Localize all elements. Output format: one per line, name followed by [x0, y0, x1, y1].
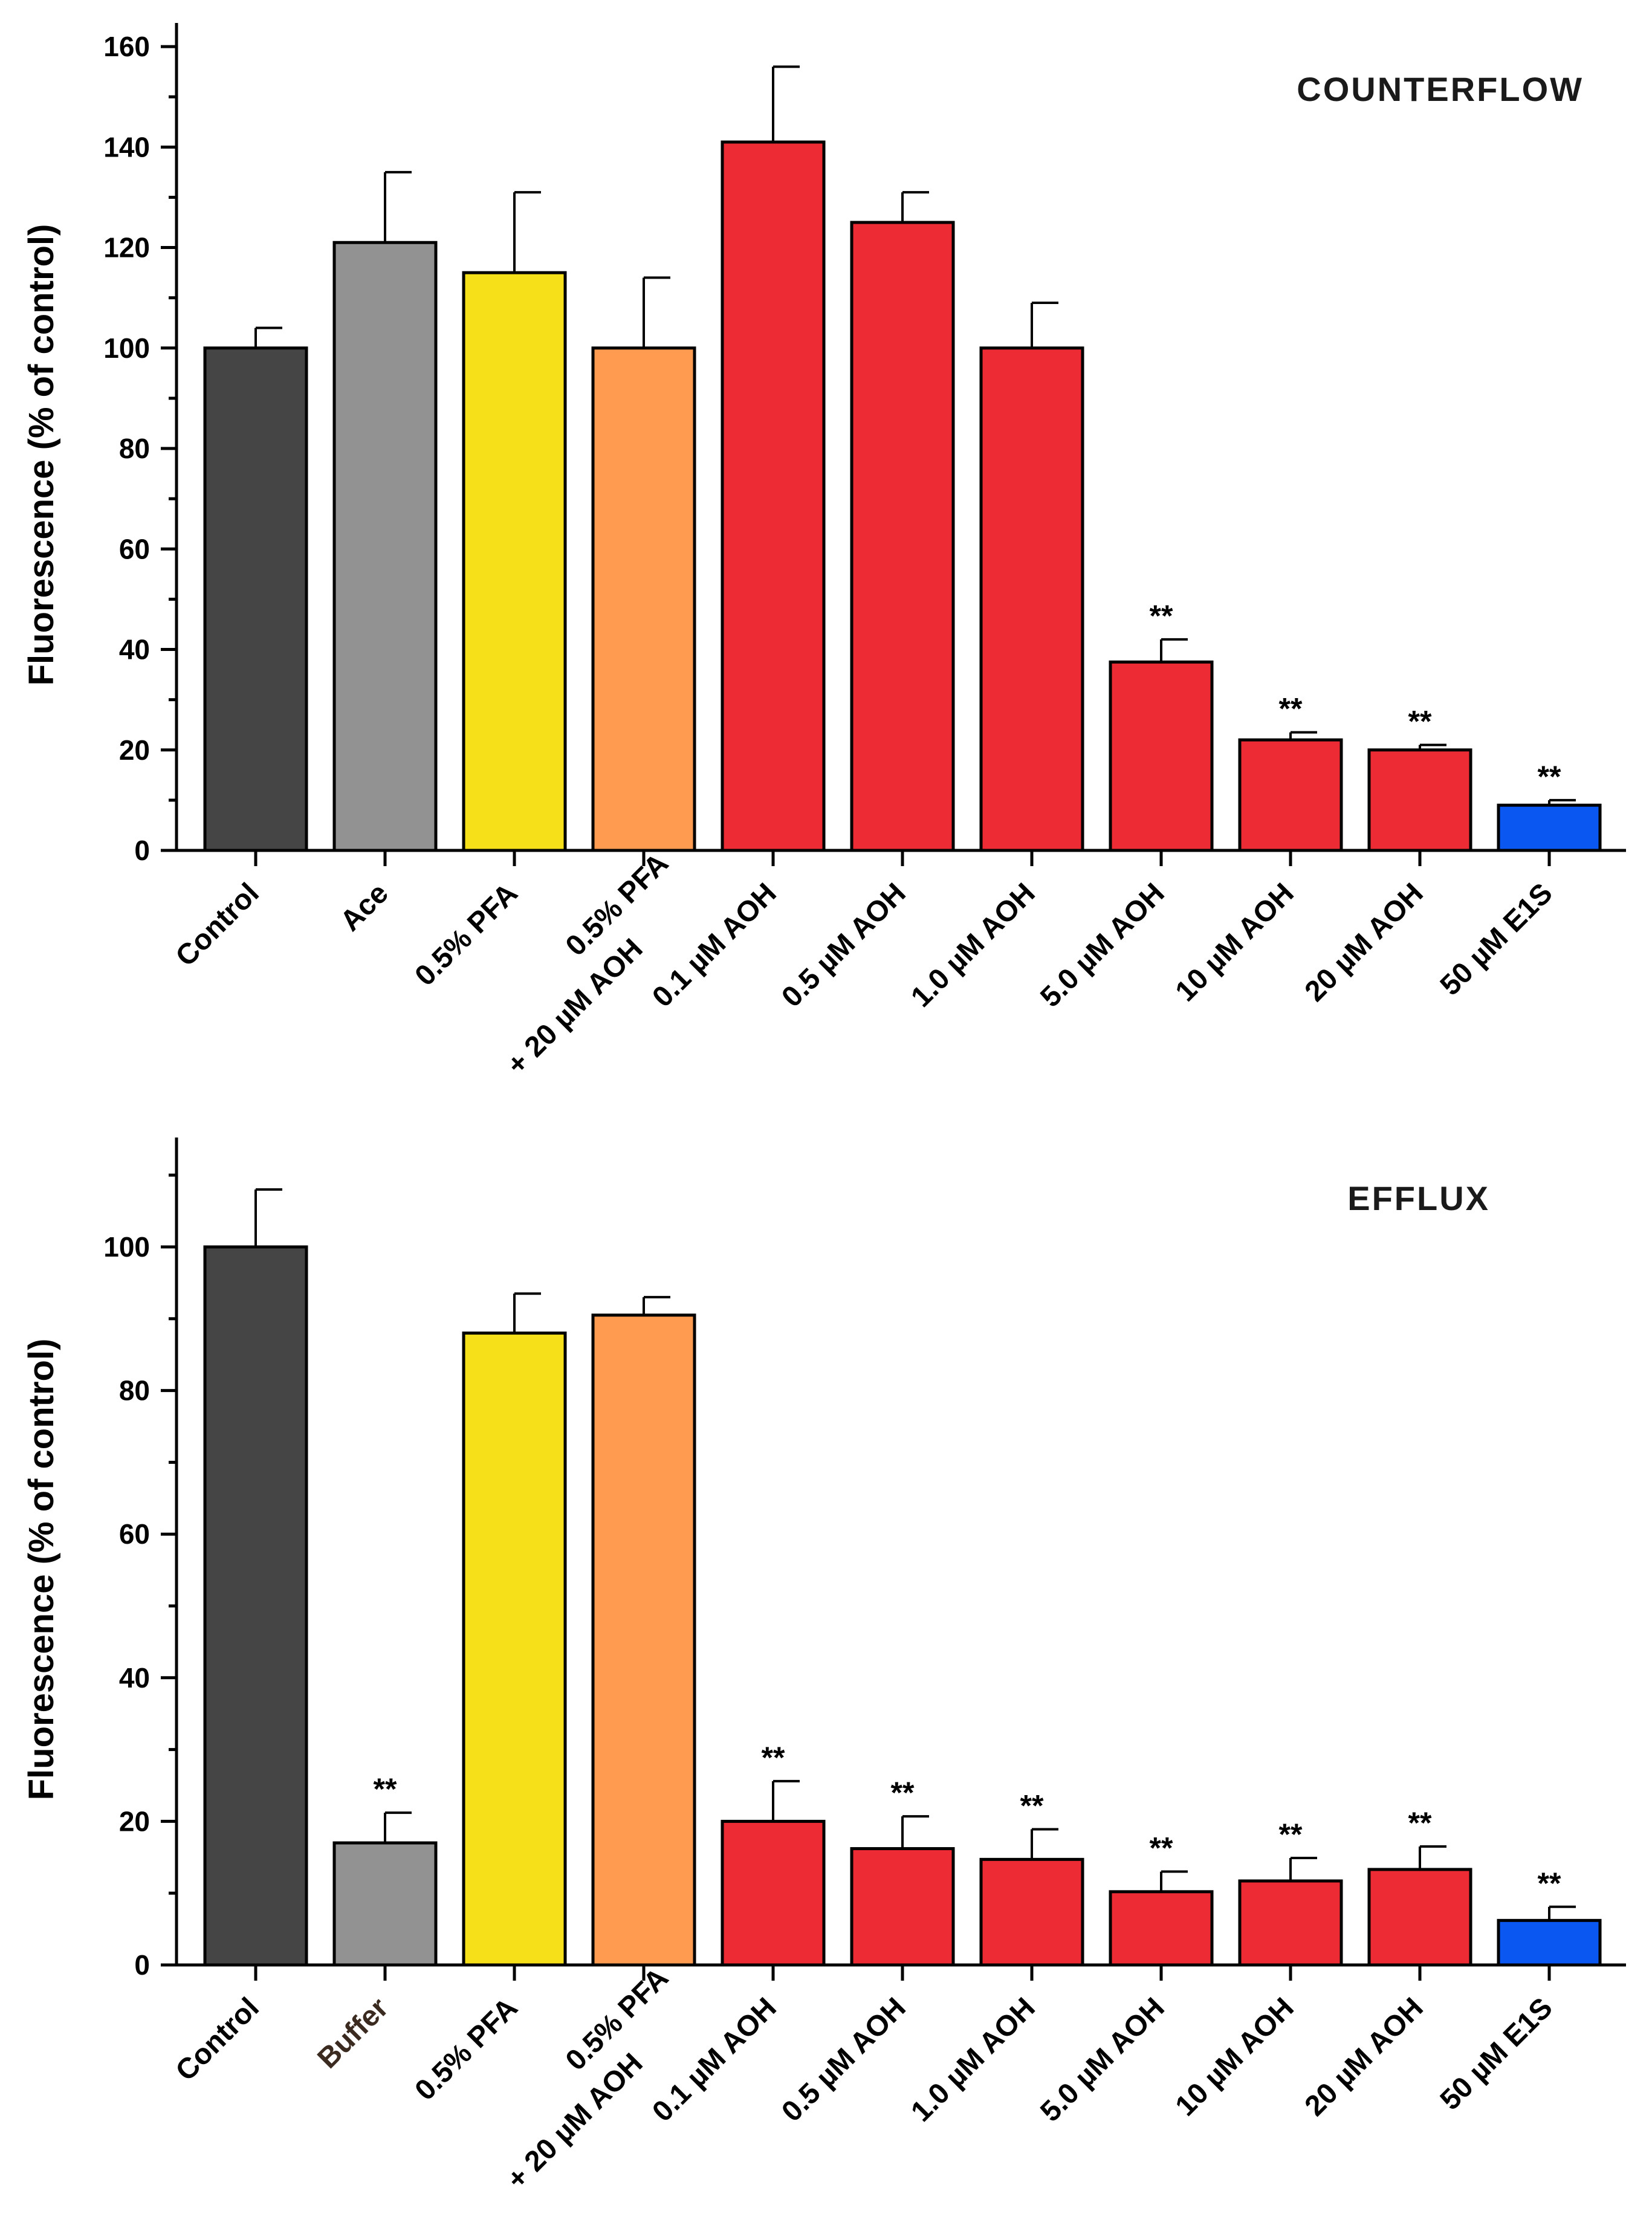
bar — [1238, 738, 1343, 852]
bar — [1497, 803, 1602, 852]
panel-title: EFFLUX — [1347, 1179, 1490, 1217]
x-tick-label-line: Control — [170, 1992, 265, 2087]
y-tick-label: 20 — [119, 734, 150, 766]
bar — [1109, 1890, 1214, 1967]
x-tick-label-line: 5.0 µM AOH — [1034, 877, 1171, 1014]
x-tick-label: 1.0 µM AOH — [905, 1992, 1041, 2128]
y-tick-label: 40 — [119, 634, 150, 665]
significance-marker: ** — [1408, 704, 1432, 738]
x-tick-label-line: 0.1 µM AOH — [646, 1992, 783, 2128]
bar — [462, 271, 567, 852]
counterflow-panel: 0 20 40 60 80 100 120 140 160 Fluorescence (% of … — [22, 23, 1626, 1081]
bar — [332, 1841, 438, 1967]
x-tick-label-line: 0.5% PFA — [409, 1992, 524, 2106]
y-axis-title: Fluorescence (% of control) — [22, 1339, 61, 1801]
y-tick-label: 80 — [119, 1375, 150, 1406]
bar — [332, 241, 438, 852]
significance-marker: ** — [1538, 1866, 1561, 1900]
x-tick-label: 0.5% PFA — [409, 877, 524, 992]
bar — [1367, 1868, 1472, 1967]
significance-marker: ** — [1538, 760, 1561, 794]
panel-title: COUNTERFLOW — [1297, 70, 1584, 108]
y-tick-label: 60 — [119, 533, 150, 565]
x-tick-label-line: 10 µM AOH — [1170, 1992, 1300, 2122]
bar — [1497, 1918, 1602, 1967]
bar — [1109, 660, 1214, 852]
bar — [850, 1847, 955, 1967]
significance-marker: ** — [891, 1776, 915, 1810]
x-tick-label-line: 50 µM E1S — [1434, 1992, 1559, 2116]
y-tick-label: 120 — [103, 232, 150, 264]
y-tick-label: 20 — [119, 1805, 150, 1837]
x-tick-label: 0.5 µM AOH — [776, 877, 912, 1014]
x-tick-label: Ace — [334, 877, 395, 937]
bar — [203, 346, 308, 852]
y-tick-label: 80 — [119, 433, 150, 464]
x-tick-label-line: 1.0 µM AOH — [905, 1992, 1041, 2128]
x-tick-label: 50 µM E1S — [1434, 877, 1559, 1002]
x-tick-label-line: 0.1 µM AOH — [646, 877, 783, 1014]
significance-marker: ** — [374, 1772, 397, 1806]
bar — [979, 346, 1084, 852]
x-tick-label: 20 µM AOH — [1299, 877, 1430, 1008]
x-tick-label: 5.0 µM AOH — [1034, 1992, 1171, 2128]
y-tick-label: 40 — [119, 1662, 150, 1694]
bar — [1367, 748, 1472, 852]
x-tick-label-line: 0.5 µM AOH — [776, 1992, 912, 2128]
x-tick-label-line: Control — [170, 877, 265, 973]
bar — [591, 346, 696, 852]
x-tick-label-line: 1.0 µM AOH — [905, 877, 1041, 1014]
bar — [979, 1857, 1084, 1967]
x-tick-label-line: 20 µM AOH — [1299, 877, 1430, 1008]
x-tick-label-line: 0.5 µM AOH — [776, 877, 912, 1014]
x-tick-label: 0.1 µM AOH — [646, 877, 783, 1014]
y-axis-title: Fluorescence (% of control) — [22, 224, 61, 686]
y-tick-label: 60 — [119, 1518, 150, 1550]
x-tick-label: 0.5% PFA — [409, 1992, 524, 2106]
x-tick-label-line: 5.0 µM AOH — [1034, 1992, 1171, 2128]
x-tick-label: 0.5 µM AOH — [776, 1992, 912, 2128]
x-tick-label: Control — [170, 877, 265, 973]
y-tick-label: 100 — [103, 332, 150, 364]
x-tick-label-line: 0.5% PFA — [409, 877, 524, 992]
x-tick-label: 0.1 µM AOH — [646, 1992, 783, 2128]
x-tick-label: 1.0 µM AOH — [905, 877, 1041, 1014]
bar — [721, 1819, 826, 1967]
y-tick-label: 0 — [134, 835, 150, 866]
x-tick-label: 5.0 µM AOH — [1034, 877, 1171, 1014]
bar — [721, 140, 826, 852]
x-tick-label: Control — [170, 1992, 265, 2087]
x-tick-label: 10 µM AOH — [1170, 877, 1300, 1008]
bar — [591, 1313, 696, 1967]
significance-marker: ** — [1279, 1817, 1303, 1851]
x-tick-label-line: 50 µM E1S — [1434, 877, 1559, 1002]
significance-marker: ** — [1279, 692, 1303, 726]
bar — [203, 1245, 308, 1967]
significance-marker: ** — [1150, 599, 1173, 633]
significance-marker: ** — [762, 1741, 785, 1775]
y-tick-label: 140 — [103, 131, 150, 163]
y-tick-label: 0 — [134, 1949, 150, 1981]
x-tick-label-line: 20 µM AOH — [1299, 1992, 1430, 2122]
bar — [1238, 1879, 1343, 1967]
x-tick-label: 20 µM AOH — [1299, 1992, 1430, 2122]
x-tick-label: Buffer — [311, 1992, 394, 2074]
x-tick-label-line: 10 µM AOH — [1170, 877, 1300, 1008]
bar — [850, 221, 955, 852]
x-tick-label: 10 µM AOH — [1170, 1992, 1300, 2122]
y-tick-label: 100 — [103, 1231, 150, 1263]
significance-marker: ** — [1408, 1806, 1432, 1840]
x-tick-label: 50 µM E1S — [1434, 1992, 1559, 2116]
significance-marker: ** — [1150, 1831, 1173, 1865]
y-tick-label: 160 — [103, 31, 150, 62]
efflux-panel: 0 20 40 60 80 100 Fluorescence (% of control) E… — [22, 1138, 1626, 2196]
x-tick-label-line: Ace — [334, 877, 395, 937]
x-tick-label-line: Buffer — [311, 1992, 394, 2074]
bar — [462, 1332, 567, 1967]
significance-marker: ** — [1020, 1788, 1044, 1822]
